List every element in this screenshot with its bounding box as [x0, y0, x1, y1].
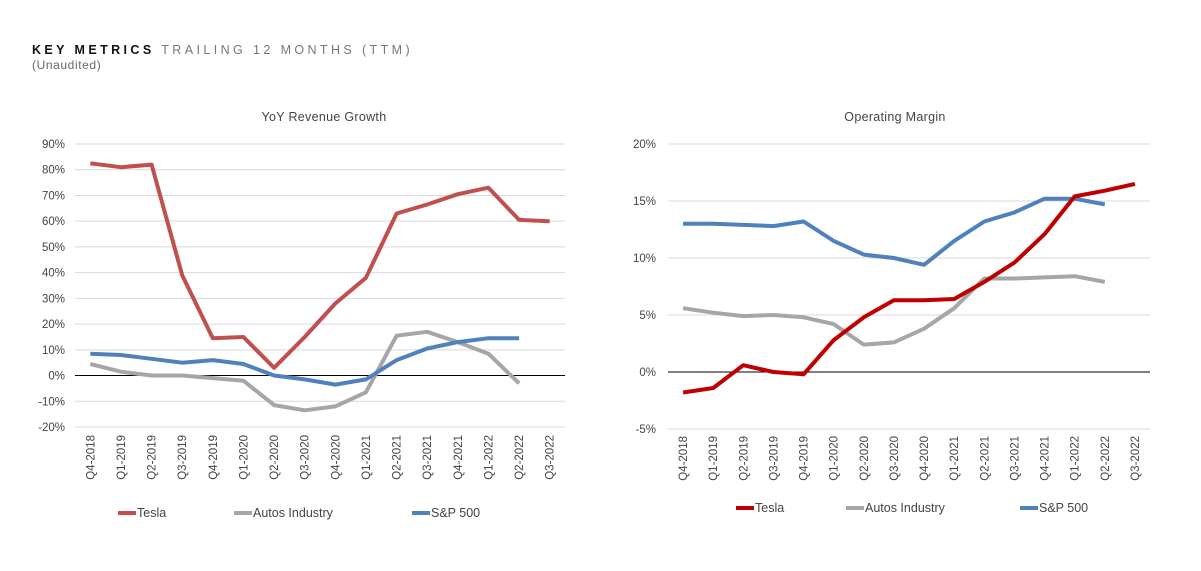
x-tick-label: Q1-2021 — [361, 435, 373, 480]
x-tick-label: Q3-2021 — [422, 435, 434, 480]
header-title-bold: KEY METRICS — [32, 43, 155, 57]
x-tick-label: Q1-2022 — [483, 435, 495, 480]
y-tick-label: 60% — [42, 216, 65, 228]
y-tick-label: 20% — [42, 319, 65, 331]
x-tick-label: Q3-2022 — [545, 435, 557, 480]
chart-title: YoY Revenue Growth — [262, 110, 387, 124]
y-tick-label: 50% — [42, 242, 65, 254]
y-tick-label: 90% — [42, 139, 65, 151]
x-tick-label: Q4-2020 — [330, 435, 342, 480]
x-tick-label: Q2-2020 — [859, 436, 871, 481]
x-tick-label: Q1-2019 — [116, 435, 128, 480]
series-line-autos-industry — [682, 274, 1106, 347]
legend-label-autos-industry: Autos Industry — [253, 506, 334, 520]
y-tick-label: -5% — [636, 424, 656, 436]
x-tick-label: Q4-2020 — [919, 436, 931, 481]
x-tick-label: Q2-2022 — [514, 435, 526, 480]
x-tick-label: Q1-2021 — [949, 436, 961, 481]
series-line-tesla — [90, 161, 550, 370]
y-tick-label: 70% — [42, 190, 65, 202]
x-tick-label: Q4-2018 — [678, 436, 690, 481]
x-tick-label: Q1-2020 — [829, 436, 841, 481]
legend-label-tesla: Tesla — [755, 501, 784, 515]
y-tick-label: 40% — [42, 268, 65, 280]
header-title-rest: TRAILING 12 MONTHS (TTM) — [161, 43, 414, 57]
x-tick-label: Q2-2019 — [738, 436, 750, 481]
x-tick-label: Q1-2022 — [1070, 436, 1082, 481]
header-subtitle: (Unaudited) — [32, 58, 102, 72]
series-line-s-p-500 — [90, 336, 520, 387]
y-tick-label: 20% — [633, 139, 656, 151]
legend-label-autos-industry: Autos Industry — [865, 501, 946, 515]
chart-title: Operating Margin — [844, 110, 945, 124]
y-tick-label: -10% — [38, 396, 65, 408]
x-tick-label: Q2-2021 — [979, 436, 991, 481]
x-tick-label: Q2-2020 — [269, 435, 281, 480]
x-tick-label: Q4-2018 — [85, 435, 97, 480]
series-line-autos-industry — [89, 329, 521, 413]
y-tick-label: 30% — [42, 293, 65, 305]
x-tick-label: Q3-2019 — [768, 436, 780, 481]
x-tick-label: Q3-2021 — [1009, 436, 1021, 481]
y-tick-label: 0% — [48, 371, 65, 383]
y-tick-label: -20% — [38, 422, 65, 434]
x-tick-label: Q4-2021 — [1040, 436, 1052, 481]
x-tick-label: Q3-2020 — [889, 436, 901, 481]
y-tick-label: 15% — [633, 196, 656, 208]
series-line-s-p-500 — [683, 196, 1106, 267]
x-tick-label: Q2-2019 — [147, 435, 159, 480]
series-line-tesla — [682, 181, 1136, 395]
y-tick-label: 5% — [639, 310, 656, 322]
chart-1: YoY Revenue Growth 90% 80% 70% 60% 50% 40% 30% 2… — [38, 110, 565, 520]
x-tick-label: Q4-2019 — [208, 435, 220, 480]
x-tick-label: Q4-2019 — [799, 436, 811, 481]
x-tick-label: Q3-2019 — [177, 435, 189, 480]
legend-label-tesla: Tesla — [137, 506, 166, 520]
y-tick-label: 10% — [633, 253, 656, 265]
legend-label-s-p-500: S&P 500 — [1039, 501, 1088, 515]
x-tick-label: Q1-2020 — [238, 435, 250, 480]
x-tick-label: Q2-2022 — [1100, 436, 1112, 481]
legend-label-s-p-500: S&P 500 — [431, 506, 480, 520]
report-header: KEY METRICS TRAILING 12 MONTHS (TTM) (Un… — [32, 42, 413, 72]
y-tick-label: 0% — [639, 367, 656, 379]
header-title: KEY METRICS TRAILING 12 MONTHS (TTM) — [32, 42, 413, 58]
x-tick-label: Q1-2019 — [708, 436, 720, 481]
y-tick-label: 80% — [42, 165, 65, 177]
x-tick-label: Q4-2021 — [453, 435, 465, 480]
chart-2: Operating Margin 20% 15% 10% 5% 0% -5% Q4-2018 Q… — [633, 110, 1150, 515]
x-tick-label: Q2-2021 — [392, 435, 404, 480]
x-tick-label: Q3-2020 — [300, 435, 312, 480]
y-tick-label: 10% — [42, 345, 65, 357]
x-tick-label: Q3-2022 — [1130, 436, 1142, 481]
